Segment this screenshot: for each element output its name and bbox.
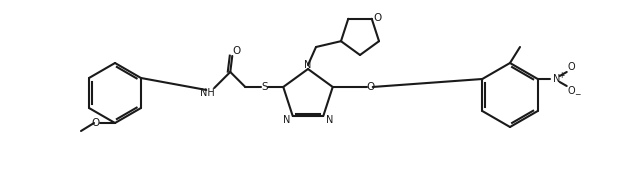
Text: O: O: [367, 82, 375, 92]
Text: N: N: [283, 115, 291, 125]
Text: O: O: [92, 118, 100, 128]
Text: N: N: [553, 74, 561, 84]
Text: O: O: [568, 86, 575, 96]
Text: N: N: [325, 115, 333, 125]
Text: S: S: [261, 82, 267, 92]
Text: O: O: [374, 13, 382, 23]
Text: N: N: [304, 59, 312, 70]
Text: −: −: [575, 90, 581, 100]
Text: O: O: [568, 62, 575, 72]
Text: +: +: [559, 70, 565, 79]
Text: NH: NH: [200, 88, 215, 98]
Text: O: O: [232, 46, 240, 56]
